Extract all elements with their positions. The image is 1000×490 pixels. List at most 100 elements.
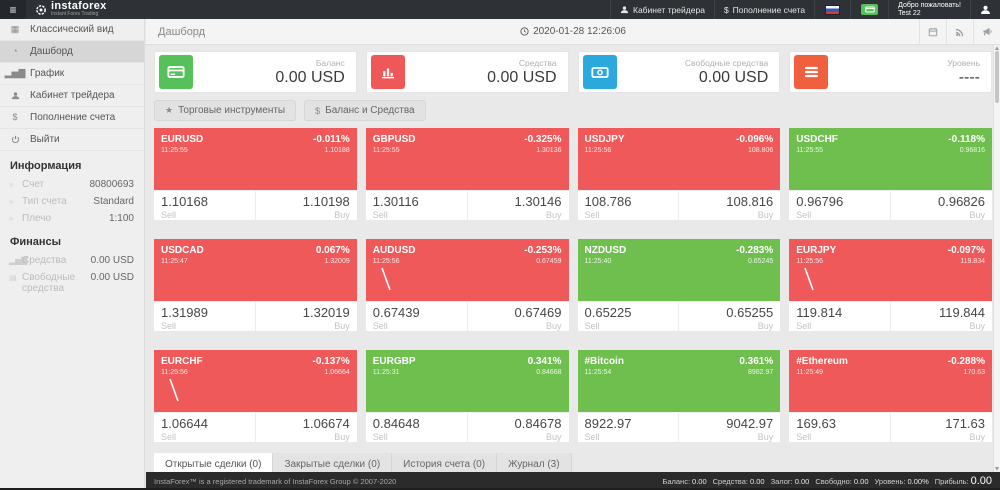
buy-cell[interactable]: 1.32019 Buy bbox=[254, 302, 357, 331]
scrollbar-thumb[interactable] bbox=[995, 51, 999, 103]
tile-usdjpy[interactable]: USDJPY 11:25:56 -0.096% 108.806 108.786 Se… bbox=[577, 128, 781, 220]
sell-cell[interactable]: 1.06644 Sell bbox=[154, 413, 255, 442]
symbol-name: EURGBP bbox=[372, 356, 416, 367]
buy-cell[interactable]: 9042.97 Buy bbox=[678, 413, 780, 442]
footer-stats: Баланс: 0.00 Средства: 0.00 Залог: 0.00 Сво… bbox=[662, 475, 992, 487]
trading-instruments-button[interactable]: ★ Торговые инструменты bbox=[154, 100, 297, 121]
language-selector[interactable] bbox=[814, 0, 850, 19]
buy-price: 1.06674 bbox=[302, 416, 350, 431]
symbol-name: EURUSD bbox=[161, 134, 204, 145]
sell-cell[interactable]: 0.84648 Sell bbox=[366, 413, 467, 442]
sell-cell[interactable]: 0.67439 Sell bbox=[366, 302, 467, 331]
sell-cell[interactable]: 8922.97 Sell bbox=[578, 413, 679, 442]
datetime-value: 2020-01-28 12:26:06 bbox=[533, 26, 626, 37]
percent-change: -0.325% bbox=[524, 134, 562, 145]
sidebar-item-trader-cabinet[interactable]: Кабинет трейдера bbox=[0, 85, 144, 107]
tile-gbpusd[interactable]: GBPUSD 11:25:55 -0.325% 1.30136 1.30116 Se… bbox=[365, 128, 569, 220]
calendar-button[interactable] bbox=[919, 19, 946, 44]
copyright-text: InstaForex™ is a registered trademark of… bbox=[154, 476, 397, 486]
banknote-icon bbox=[582, 55, 617, 89]
user-avatar-button[interactable] bbox=[970, 0, 1000, 19]
tile-eurjpy[interactable]: EURJPY 11:25:56 -0.097% 119.834 119.814 Se… bbox=[789, 239, 992, 331]
buy-cell[interactable]: 0.65255 Buy bbox=[678, 302, 780, 331]
main-area: 2020-01-28 12:26:06 Дашборд Баланс bbox=[146, 19, 1000, 490]
sparkline bbox=[380, 267, 391, 291]
buy-cell[interactable]: 1.06674 Buy bbox=[254, 413, 357, 442]
payment-button[interactable] bbox=[850, 0, 888, 19]
percent-change: 0.341% bbox=[527, 356, 562, 367]
buy-price: 119.844 bbox=[938, 305, 985, 320]
sidebar-item-classic-view[interactable]: ▦ Классический вид bbox=[0, 19, 144, 41]
quote-time: 11:25:56 bbox=[372, 258, 400, 265]
sidebar-item-chart[interactable]: ▂▅▇ График bbox=[0, 63, 144, 85]
deposit-label: Пополнение счета bbox=[732, 4, 806, 15]
buy-cell[interactable]: 171.63 Buy bbox=[890, 413, 992, 442]
trader-cabinet-button[interactable]: Кабинет трейдера bbox=[610, 0, 714, 19]
buy-cell[interactable]: 1.10198 Buy bbox=[254, 191, 357, 220]
sell-cell[interactable]: 119.814 Sell bbox=[789, 302, 890, 331]
tile-eurusd[interactable]: EURUSD 11:25:55 -0.011% 1.10188 1.10168 Se… bbox=[154, 128, 357, 220]
buy-cell[interactable]: 108.816 Buy bbox=[678, 191, 780, 220]
scroll-down-arrow[interactable] bbox=[995, 467, 999, 471]
last-quote: 0.67459 bbox=[536, 258, 562, 265]
percent-change: -0.011% bbox=[313, 134, 350, 145]
bottom-edge bbox=[0, 488, 1000, 490]
stat-label: Уровень bbox=[947, 57, 980, 68]
tile-bitcoin[interactable]: #Bitcoin 11:25:54 0.361% 8982.97 8922.97 S… bbox=[577, 350, 781, 442]
tile-ethereum[interactable]: #Ethereum 11:25:49 -0.288% 170.63 169.63 S… bbox=[789, 350, 992, 442]
tile-eurgbp[interactable]: EURGBP 11:25:31 0.341% 0.84668 0.84648 Sel… bbox=[365, 350, 569, 442]
buy-cell[interactable]: 1.30146 Buy bbox=[466, 191, 569, 220]
fs-equity-label: Средства: bbox=[712, 476, 748, 486]
tile-usdchf[interactable]: USDCHF 11:25:55 -0.118% 0.96816 0.96796 Se… bbox=[789, 128, 992, 220]
tab-open-deals[interactable]: Открытые сделки (0) bbox=[154, 453, 274, 472]
level-value: ---- bbox=[958, 68, 980, 86]
news-feed-button[interactable] bbox=[946, 19, 973, 44]
sell-label: Sell bbox=[372, 321, 388, 331]
sidebar-item-dashboard[interactable]: ◔ Дашборд bbox=[0, 41, 144, 63]
buy-price: 0.65255 bbox=[726, 305, 774, 320]
scroll-up-arrow[interactable] bbox=[995, 46, 999, 50]
sell-cell[interactable]: 108.786 Sell bbox=[578, 191, 679, 220]
sell-cell[interactable]: 169.63 Sell bbox=[789, 413, 890, 442]
announcements-button[interactable] bbox=[973, 19, 1000, 44]
tab-journal[interactable]: Журнал (3) bbox=[497, 453, 572, 472]
balance-funds-button[interactable]: $ Баланс и Средства bbox=[304, 100, 426, 121]
sell-label: Sell bbox=[161, 210, 177, 220]
tile-header: NZDUSD 11:25:40 -0.283% 0.65245 bbox=[577, 239, 781, 301]
sell-label: Sell bbox=[584, 321, 600, 331]
tile-audusd[interactable]: AUDUSD 11:25:56 -0.253% 0.67459 0.67439 Se… bbox=[365, 239, 569, 331]
sell-cell[interactable]: 0.96796 Sell bbox=[789, 191, 890, 220]
tile-eurchf[interactable]: EURCHF 11:25:56 -0.137% 1.06664 1.06644 Se… bbox=[154, 350, 357, 442]
buy-cell[interactable]: 0.96826 Buy bbox=[890, 191, 992, 220]
buy-cell[interactable]: 0.84678 Buy bbox=[466, 413, 569, 442]
tab-closed-deals[interactable]: Закрытые сделки (0) bbox=[273, 453, 393, 472]
sell-cell[interactable]: 1.10168 Sell bbox=[154, 191, 255, 220]
percent-change: 0.067% bbox=[315, 245, 350, 256]
buy-cell[interactable]: 0.67469 Buy bbox=[466, 302, 569, 331]
sell-cell[interactable]: 1.30116 Sell bbox=[366, 191, 467, 220]
hamburger-menu-icon[interactable]: ≡ bbox=[0, 0, 26, 19]
tab-account-history[interactable]: История счета (0) bbox=[392, 453, 498, 472]
sell-label: Sell bbox=[161, 321, 177, 331]
percent-change: -0.118% bbox=[948, 134, 985, 145]
info-row-leverage: » Плечо 1:100 bbox=[0, 210, 144, 227]
buy-cell[interactable]: 119.844 Buy bbox=[890, 302, 992, 331]
last-quote: 8982.97 bbox=[747, 369, 774, 376]
sidebar-item-label: Классический вид bbox=[30, 24, 114, 35]
tile-nzdusd[interactable]: NZDUSD 11:25:40 -0.283% 0.65245 0.65225 Se… bbox=[577, 239, 781, 331]
sidebar-item-deposit[interactable]: $ Пополнение счета bbox=[0, 107, 144, 129]
sidebar-item-logout[interactable]: Выйти bbox=[0, 129, 144, 151]
free-margin-value: 0.00 USD bbox=[698, 68, 769, 86]
fs-balance-value: 0.00 bbox=[692, 476, 707, 486]
sell-cell[interactable]: 1.31989 Sell bbox=[154, 302, 255, 331]
symbol-name: NZDUSD bbox=[584, 245, 627, 256]
calendar-icon bbox=[928, 27, 938, 36]
vertical-scrollbar[interactable] bbox=[993, 45, 1000, 472]
buy-label: Buy bbox=[545, 432, 562, 442]
quote-time: 11:25:54 bbox=[584, 369, 612, 376]
deposit-button[interactable]: $ Пополнение счета bbox=[713, 0, 814, 19]
menu-lines-icon bbox=[794, 55, 829, 89]
tile-usdcad[interactable]: USDCAD 11:25:47 0.067% 1.32009 1.31989 Sel… bbox=[154, 239, 357, 331]
sell-cell[interactable]: 0.65225 Sell bbox=[578, 302, 679, 331]
breadcrumb: Дашборд bbox=[158, 25, 206, 38]
